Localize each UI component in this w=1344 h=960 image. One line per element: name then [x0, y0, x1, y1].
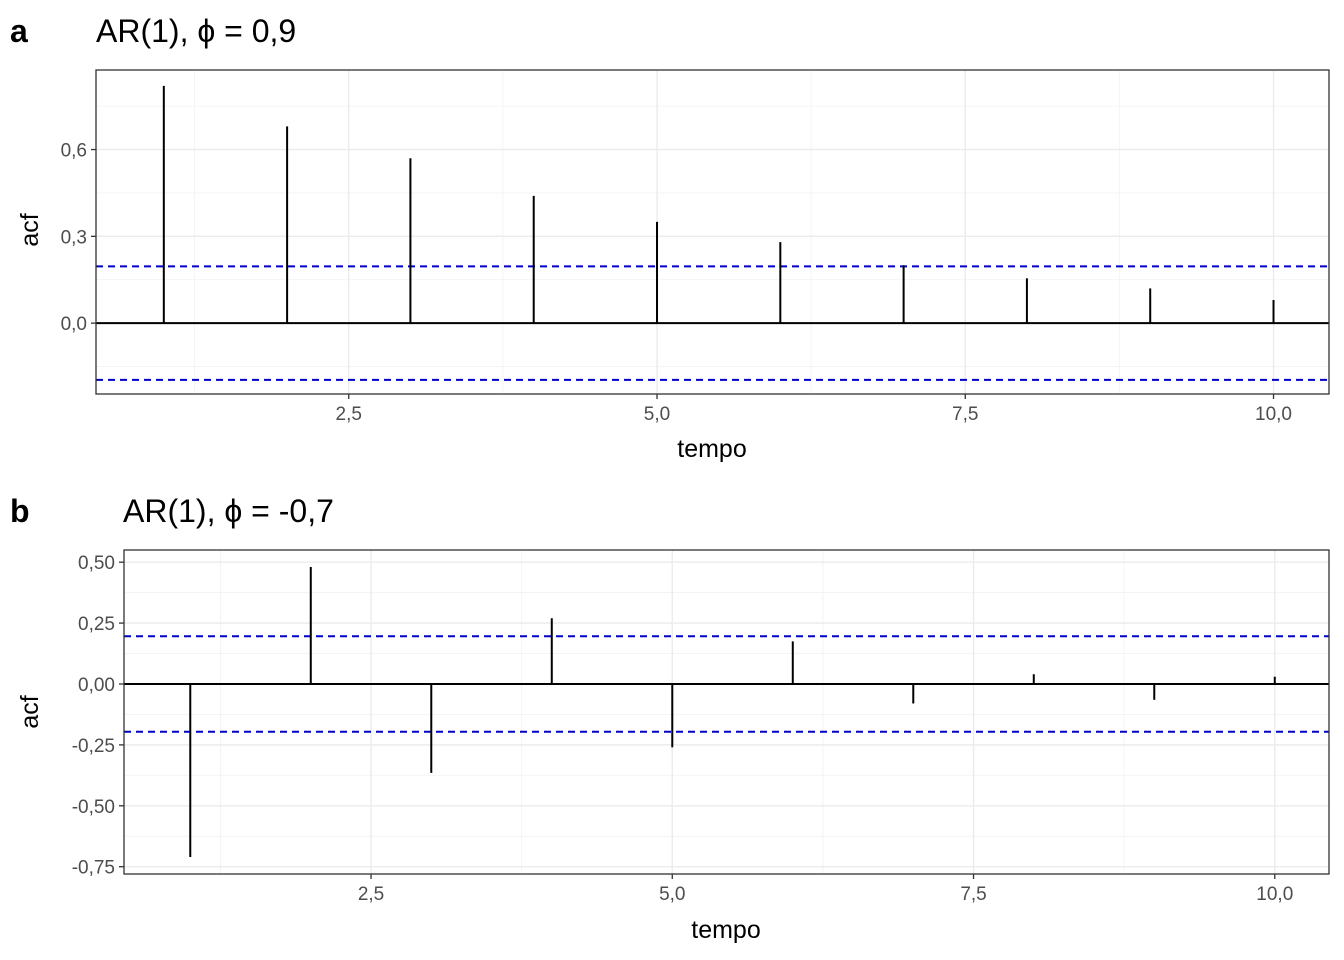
panel-a-tag: a: [10, 13, 28, 49]
panel-a-x-tick-label: 5,0: [644, 404, 670, 425]
panel-a-y-tick-label: 0,3: [61, 227, 87, 248]
panel-b-y-tick-label: 0,25: [78, 614, 115, 635]
panel-b-y-tick-label: 0,50: [78, 553, 115, 574]
panel-b-x-tick-label: 7,5: [960, 884, 986, 905]
panel-b-x-tick-label: 5,0: [659, 884, 685, 905]
panel-a-x-tick-label: 2,5: [336, 404, 362, 425]
panel-a: a AR(1), ϕ = 0,9 2,5 5,0 7,5 10,00,00,30,6 …: [10, 13, 1330, 463]
panel-b-y-tick-label: 0,00: [78, 675, 115, 696]
panel-b: b AR(1), ϕ = -0,7 2,5 5,0 7,5 10,0 -0,75 -0,5…: [10, 493, 1330, 944]
panel-a-y-tick-label: 0,0: [61, 314, 87, 335]
panel-b-plot-frame: [123, 549, 1330, 875]
panel-b-x-tick-label: 2,5: [358, 884, 384, 905]
panel-b-x-axis-title: tempo: [691, 916, 760, 944]
panel-a-y-tick-label: 0,6: [61, 141, 87, 162]
panel-a-plot-area: 2,5 5,0 7,5 10,0 0,0 0,3 0,6: [61, 69, 1330, 425]
panel-a-x-axis-title: tempo: [677, 435, 746, 463]
panel-b-plot-area: 2,5 5,0 7,5 10,0 -0,75 -0,50 -0,25 0,00 0,25 0,50: [72, 549, 1330, 905]
panel-b-y-tick-label: -0,50: [72, 797, 115, 818]
panel-a-x-tick-label: 10,0: [1255, 404, 1292, 425]
panel-b-title: AR(1), ϕ = -0,7: [123, 493, 334, 529]
panel-a-y-axis-title: acf: [16, 213, 44, 246]
panel-b-y-axis-title: acf: [16, 695, 44, 728]
panel-a-title: AR(1), ϕ = 0,9: [96, 13, 296, 49]
panel-b-tag: b: [10, 493, 30, 529]
panel-a-plot-frame: [95, 69, 1330, 395]
panel-a-x-tick-label: 7,5: [952, 404, 978, 425]
panel-b-y-tick-label: -0,25: [72, 736, 115, 757]
panel-b-y-tick-label: -0,75: [72, 858, 115, 879]
panel-b-x-tick-label: 10,0: [1256, 884, 1293, 905]
